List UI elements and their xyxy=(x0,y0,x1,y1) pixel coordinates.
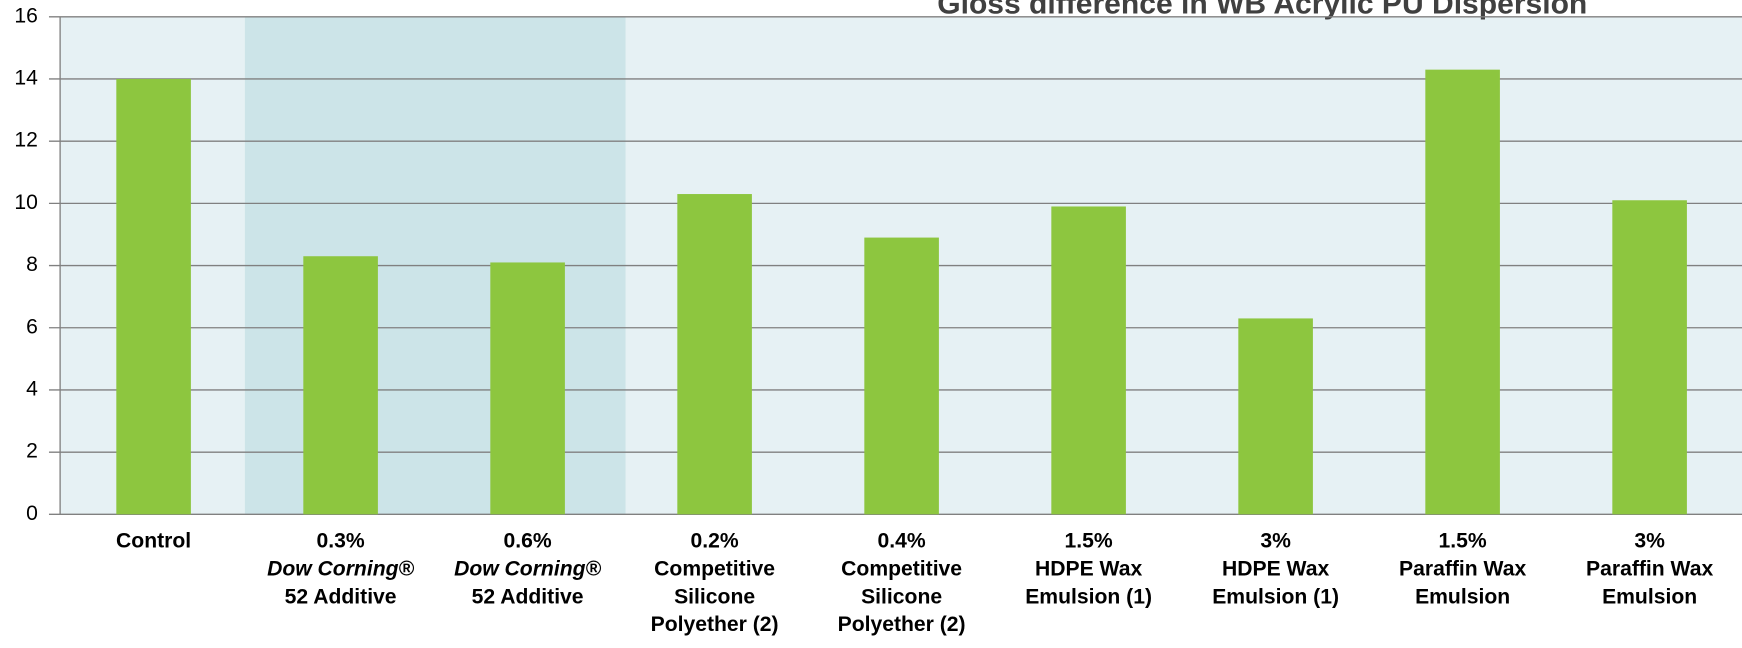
x-tick-label: Emulsion xyxy=(1602,585,1697,608)
x-tick-label: 3% xyxy=(1634,530,1665,553)
x-tick-label: 0.2% xyxy=(691,530,739,553)
x-tick-label: Polyether (2) xyxy=(651,613,779,636)
bar xyxy=(677,194,752,515)
y-tick-label: 16 xyxy=(14,4,38,27)
x-tick-label: Competitive xyxy=(654,558,775,581)
x-tick-label: Silicone xyxy=(674,585,755,608)
bar xyxy=(1238,318,1313,515)
x-tick-label: 52 Additive xyxy=(472,585,584,608)
x-tick-label: Paraffin Wax xyxy=(1399,558,1526,581)
x-tick-label: 3% xyxy=(1260,530,1291,553)
bar xyxy=(1051,206,1126,515)
x-tick-label: Silicone xyxy=(861,585,942,608)
x-tick-label: Paraffin Wax xyxy=(1586,558,1713,581)
x-tick-label: Control xyxy=(116,530,191,553)
x-tick-label: Emulsion (1) xyxy=(1212,585,1339,608)
x-tick-label: 52 Additive xyxy=(285,585,397,608)
y-tick-label: 12 xyxy=(14,129,38,152)
x-tick-label: Emulsion xyxy=(1415,585,1510,608)
bar xyxy=(303,256,378,515)
chart-title: Gloss difference in WB Acrylic PU Disper… xyxy=(937,0,1587,20)
x-tick-label: 1.5% xyxy=(1439,530,1487,553)
y-tick-label: 4 xyxy=(26,378,38,401)
y-tick-label: 8 xyxy=(26,253,38,276)
x-tick-label: HDPE Wax xyxy=(1035,558,1142,581)
bar xyxy=(490,262,565,515)
y-tick-label: 2 xyxy=(26,440,38,463)
bar xyxy=(864,237,939,515)
x-tick-label: Polyether (2) xyxy=(838,613,966,636)
x-tick-label: Dow Corning® xyxy=(454,558,601,581)
x-tick-label: Emulsion (1) xyxy=(1025,585,1152,608)
bar xyxy=(1612,200,1687,515)
x-tick-label: 0.4% xyxy=(878,530,926,553)
x-tick-label: 1.5% xyxy=(1065,530,1113,553)
x-tick-label: 0.6% xyxy=(504,530,552,553)
y-tick-label: 14 xyxy=(14,67,38,90)
x-tick-label: 0.3% xyxy=(317,530,365,553)
y-tick-label: 0 xyxy=(26,502,38,525)
y-tick-label: 10 xyxy=(14,191,38,214)
bar xyxy=(116,78,191,515)
y-tick-label: 6 xyxy=(26,315,38,338)
x-tick-label: Dow Corning® xyxy=(267,558,414,581)
x-tick-label: HDPE Wax xyxy=(1222,558,1329,581)
bar xyxy=(1425,69,1500,515)
x-tick-label: Competitive xyxy=(841,558,962,581)
